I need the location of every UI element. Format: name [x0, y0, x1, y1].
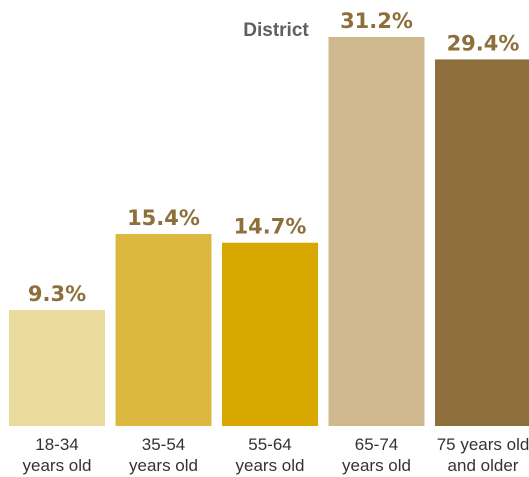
- bar-5: [435, 59, 529, 426]
- value-label-1: 9.3%: [28, 282, 86, 306]
- x-tick-label-5-line-2: and older: [448, 456, 519, 475]
- x-tick-label-1-line-2: years old: [23, 456, 92, 475]
- x-tick-label-4-line-2: years old: [342, 456, 411, 475]
- value-label-5: 29.4%: [447, 31, 520, 55]
- value-label-2: 15.4%: [127, 206, 200, 230]
- value-labels-group: 9.3% 15.4% 14.7% 31.2% 29.4%: [28, 9, 520, 306]
- bar-4: [328, 37, 425, 426]
- x-tick-label-1-line-1: 18-34: [35, 435, 78, 454]
- x-tick-label-4-line-1: 65-74: [355, 435, 398, 454]
- bar-3: [222, 242, 318, 426]
- x-tick-label-3-line-2: years old: [236, 456, 305, 475]
- value-label-3: 14.7%: [234, 215, 307, 239]
- bars-group: [9, 37, 529, 426]
- chart-title: District: [243, 20, 309, 41]
- value-label-4: 31.2%: [340, 9, 413, 33]
- bar-1: [9, 310, 105, 426]
- x-tick-label-2-line-2: years old: [129, 456, 198, 475]
- x-tick-label-5-line-1: 75 years old: [437, 435, 529, 454]
- bar-2: [115, 233, 212, 426]
- x-tick-label-3-line-1: 55-64: [248, 435, 291, 454]
- x-tick-label-2-line-1: 35-54: [142, 435, 185, 454]
- x-tick-labels-group: 18-34 years old 35-54 years old 55-64 years o…: [23, 435, 529, 475]
